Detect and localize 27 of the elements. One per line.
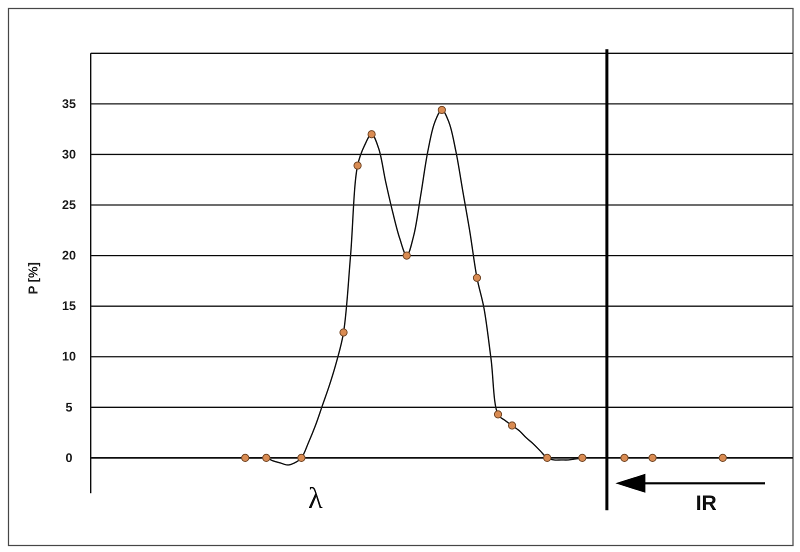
point <box>543 454 552 462</box>
point <box>353 161 362 170</box>
point <box>648 454 657 462</box>
y-tick-label: 20 <box>62 248 76 263</box>
point <box>438 106 446 114</box>
y-tick-label: 30 <box>62 147 76 162</box>
point <box>494 410 502 419</box>
point <box>368 130 376 138</box>
x-axis-title: λ <box>308 482 324 515</box>
point <box>472 274 482 282</box>
point <box>578 454 586 462</box>
y-tick-label: 0 <box>66 450 73 465</box>
point <box>262 454 270 462</box>
point <box>339 328 348 337</box>
point <box>297 454 306 462</box>
y-tick-label: 35 <box>62 96 76 111</box>
y-tick-label: 5 <box>66 400 73 414</box>
y-tick-label: 15 <box>62 299 76 314</box>
point <box>718 454 727 462</box>
point <box>241 454 250 462</box>
annotation: IR <box>696 492 717 515</box>
y-tick-label: 10 <box>62 350 76 364</box>
y-tick-label: 25 <box>62 198 76 212</box>
point <box>508 421 516 430</box>
point <box>402 252 411 260</box>
y-axis-title: P [%] <box>26 262 40 294</box>
point <box>620 454 629 462</box>
